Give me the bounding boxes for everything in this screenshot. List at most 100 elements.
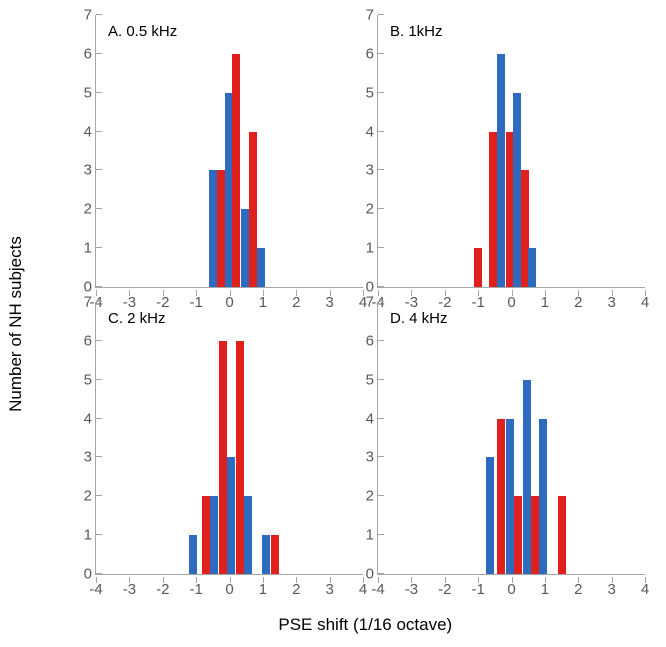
x-tick-label: -4 <box>89 581 102 598</box>
y-ticks: 01234567 <box>350 15 374 287</box>
x-tick-mark <box>196 577 197 583</box>
x-tick-mark <box>478 290 479 296</box>
y-axis-label: Number of NH subjects <box>6 236 26 412</box>
x-tick-label: -1 <box>189 581 202 598</box>
x-ticks: -4-3-2-101234 <box>378 578 645 600</box>
x-tick-mark <box>296 577 297 583</box>
x-tick-mark <box>163 290 164 296</box>
x-tick-label: -1 <box>471 581 484 598</box>
x-tick-mark <box>578 290 579 296</box>
y-tick-label: 6 <box>68 45 92 62</box>
x-tick-label: -2 <box>156 581 169 598</box>
bar <box>217 170 225 287</box>
x-tick-mark <box>612 577 613 583</box>
x-tick-label: 0 <box>225 581 233 598</box>
y-tick-label: 6 <box>68 332 92 349</box>
y-tick-label: 3 <box>68 449 92 466</box>
x-tick-label: 4 <box>359 581 367 598</box>
x-tick-mark <box>230 577 231 583</box>
x-tick-mark <box>129 577 130 583</box>
y-tick-label: 5 <box>350 84 374 101</box>
x-tick-label: -4 <box>371 581 384 598</box>
y-tick-label: 2 <box>350 201 374 218</box>
bars-container <box>378 15 645 287</box>
y-tick-label: 4 <box>350 123 374 140</box>
x-tick-mark <box>163 577 164 583</box>
x-tick-mark <box>96 290 97 296</box>
y-tick-label: 5 <box>68 371 92 388</box>
panel-c: C. 2 kHz01234567-4-3-2-101234 <box>95 302 363 575</box>
y-tick-label: 1 <box>350 527 374 544</box>
x-axis-label: PSE shift (1/16 octave) <box>278 615 452 635</box>
bar <box>497 419 505 574</box>
panel-a: A. 0.5 kHz01234567-4-3-2-101234 <box>95 15 363 288</box>
bar <box>514 496 522 574</box>
y-tick-label: 0 <box>68 566 92 583</box>
x-tick-label: 3 <box>607 581 615 598</box>
bar <box>528 248 536 287</box>
x-ticks: -4-3-2-101234 <box>96 578 363 600</box>
bars-container <box>96 302 363 574</box>
bar <box>489 132 497 287</box>
x-tick-mark <box>378 290 379 296</box>
bar <box>271 535 279 574</box>
x-tick-label: 2 <box>292 581 300 598</box>
x-tick-mark <box>330 290 331 296</box>
y-ticks: 01234567 <box>68 15 92 287</box>
y-tick-label: 3 <box>350 449 374 466</box>
x-tick-mark <box>445 290 446 296</box>
y-ticks: 01234567 <box>350 302 374 574</box>
x-tick-label: 1 <box>541 581 549 598</box>
x-tick-mark <box>545 290 546 296</box>
x-tick-label: 0 <box>507 581 515 598</box>
x-tick-mark <box>96 577 97 583</box>
x-tick-label: 1 <box>259 581 267 598</box>
x-tick-mark <box>411 577 412 583</box>
y-tick-label: 2 <box>68 201 92 218</box>
bar <box>262 535 270 574</box>
y-tick-label: 4 <box>68 123 92 140</box>
bars-container <box>378 302 645 574</box>
bar <box>257 248 265 287</box>
bar <box>227 457 235 574</box>
bar <box>219 341 227 574</box>
y-tick-label: 2 <box>350 488 374 505</box>
x-tick-label: -2 <box>438 581 451 598</box>
x-tick-label: 3 <box>325 581 333 598</box>
x-tick-mark <box>512 290 513 296</box>
bar <box>236 341 244 574</box>
y-tick-label: 1 <box>350 240 374 257</box>
x-tick-mark <box>478 577 479 583</box>
y-tick-label: 6 <box>350 332 374 349</box>
y-tick-label: 0 <box>350 566 374 583</box>
bar <box>506 419 514 574</box>
bar <box>209 170 217 287</box>
x-tick-mark <box>512 577 513 583</box>
bars-container <box>96 15 363 287</box>
x-tick-mark <box>196 290 197 296</box>
x-tick-mark <box>545 577 546 583</box>
y-tick-label: 5 <box>350 371 374 388</box>
bar <box>232 54 240 287</box>
bar <box>241 209 249 287</box>
y-tick-label: 2 <box>68 488 92 505</box>
y-tick-label: 6 <box>350 45 374 62</box>
bar <box>497 54 505 287</box>
panel-d: D. 4 kHz01234567-4-3-2-101234 <box>377 302 645 575</box>
y-tick-label: 1 <box>68 527 92 544</box>
y-tick-label: 5 <box>68 84 92 101</box>
y-ticks: 01234567 <box>68 302 92 574</box>
y-tick-label: 7 <box>68 7 92 24</box>
x-tick-label: -3 <box>123 581 136 598</box>
bar <box>249 132 257 287</box>
x-tick-mark <box>578 577 579 583</box>
bar <box>202 496 210 574</box>
bar <box>531 496 539 574</box>
y-tick-label: 4 <box>68 410 92 427</box>
y-tick-label: 3 <box>350 162 374 179</box>
figure: Number of NH subjects PSE shift (1/16 oc… <box>10 10 656 637</box>
x-tick-mark <box>445 577 446 583</box>
x-tick-mark <box>296 290 297 296</box>
x-tick-mark <box>645 290 646 296</box>
x-tick-mark <box>378 577 379 583</box>
